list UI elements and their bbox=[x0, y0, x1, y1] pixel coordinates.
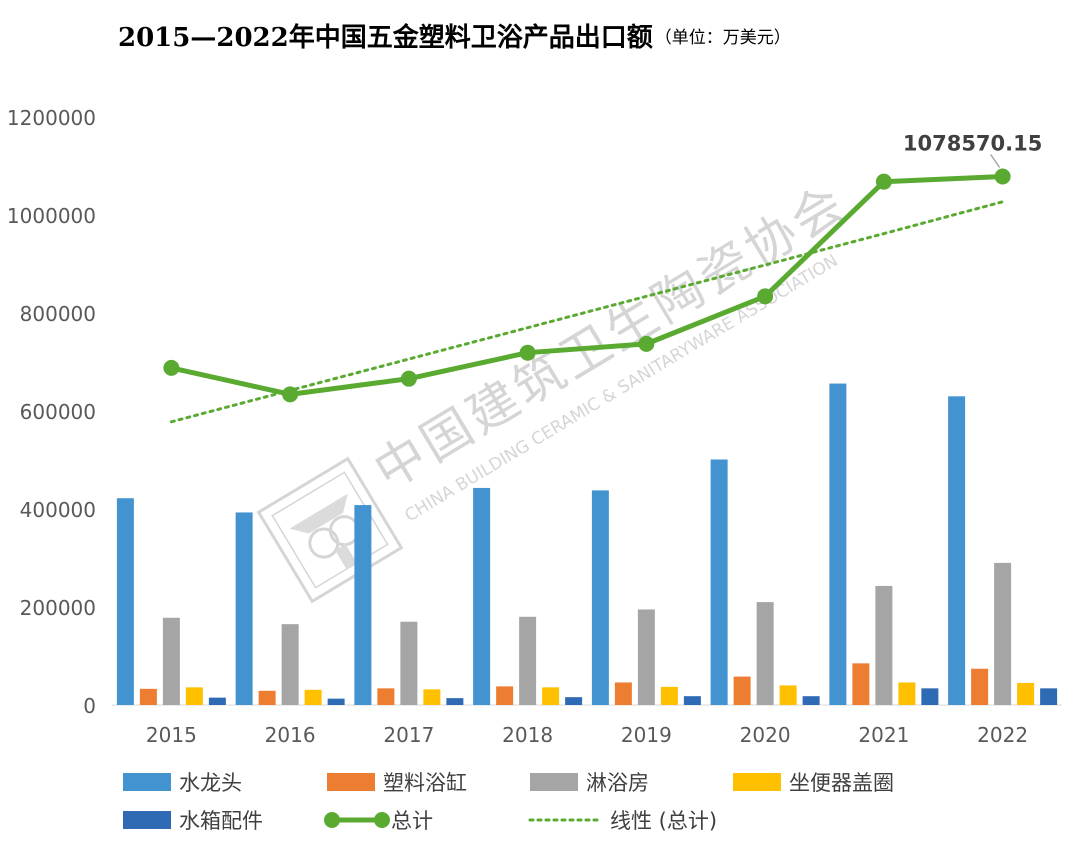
legend-label: 塑料浴缸 bbox=[383, 771, 467, 795]
bar bbox=[994, 562, 1012, 705]
total-point bbox=[400, 370, 417, 387]
bar bbox=[591, 490, 609, 705]
bar bbox=[637, 609, 655, 705]
bar bbox=[898, 682, 916, 705]
bar bbox=[327, 698, 345, 705]
watermark-text-cn: 中国建筑卫生陶瓷协会 bbox=[364, 173, 857, 501]
trendline bbox=[169, 200, 1005, 424]
y-tick-label: 800000 bbox=[20, 302, 96, 326]
bar bbox=[683, 696, 701, 705]
annotation-leader bbox=[990, 154, 1001, 168]
bar bbox=[496, 686, 514, 705]
bar bbox=[162, 617, 180, 705]
bar bbox=[756, 602, 774, 705]
trendline-path bbox=[169, 200, 1005, 424]
bar bbox=[542, 687, 560, 705]
total-point bbox=[163, 359, 180, 376]
total-point bbox=[638, 335, 655, 352]
legend-swatch bbox=[123, 773, 171, 791]
legend-swatch bbox=[530, 773, 578, 791]
bar bbox=[354, 505, 372, 705]
bar bbox=[802, 696, 820, 705]
bar bbox=[208, 697, 226, 705]
bar bbox=[779, 685, 797, 705]
bar bbox=[971, 668, 989, 705]
y-axis: 0 200000 400000 600000 800000 1000000 1200000 bbox=[7, 106, 96, 718]
x-tick-label: 2022 bbox=[977, 723, 1028, 747]
legend-marker bbox=[324, 812, 340, 828]
total-point bbox=[519, 344, 536, 361]
legend-label: 水龙头 bbox=[179, 771, 242, 795]
annotation: 1078570.15 bbox=[903, 132, 1042, 168]
bar bbox=[565, 697, 583, 705]
legend-label: 线性 (总计) bbox=[610, 809, 717, 833]
legend-swatch bbox=[733, 773, 781, 791]
x-tick-label: 2018 bbox=[502, 723, 553, 747]
chart-title: 2015—2022年中国五金塑料卫浴产品出口额 （单位：万美元） bbox=[118, 22, 791, 53]
bar bbox=[139, 688, 157, 705]
bar bbox=[710, 459, 728, 705]
bar bbox=[235, 512, 253, 705]
x-tick-label: 2016 bbox=[265, 723, 316, 747]
y-tick-label: 1000000 bbox=[7, 204, 96, 228]
bar bbox=[614, 682, 632, 705]
legend-swatch bbox=[327, 773, 375, 791]
total-point bbox=[994, 168, 1011, 185]
y-tick-label: 400000 bbox=[20, 498, 96, 522]
total-point bbox=[282, 386, 299, 403]
bar bbox=[875, 585, 893, 705]
x-axis: 2015 2016 2017 2018 2019 2020 2021 2022 bbox=[146, 723, 1028, 747]
bar bbox=[852, 663, 870, 705]
watermark-logo-icon bbox=[256, 456, 404, 604]
bar bbox=[948, 396, 966, 705]
x-tick-label: 2017 bbox=[383, 723, 434, 747]
bar bbox=[1040, 688, 1058, 705]
y-tick-label: 600000 bbox=[20, 400, 96, 424]
y-tick-label: 0 bbox=[83, 694, 96, 718]
y-tick-label: 1200000 bbox=[7, 106, 96, 130]
total-line bbox=[163, 168, 1011, 403]
bar bbox=[304, 689, 322, 705]
y-tick-label: 200000 bbox=[20, 596, 96, 620]
bar bbox=[116, 498, 134, 705]
total-point bbox=[757, 288, 774, 305]
bar bbox=[733, 676, 751, 705]
bar bbox=[660, 686, 678, 705]
total-point bbox=[875, 173, 892, 190]
total-line-path bbox=[170, 174, 1003, 397]
x-tick-label: 2021 bbox=[858, 723, 909, 747]
legend-swatch bbox=[123, 811, 171, 829]
x-tick-label: 2015 bbox=[146, 723, 197, 747]
bar bbox=[423, 689, 441, 705]
legend-marker bbox=[374, 812, 390, 828]
data-label: 1078570.15 bbox=[903, 132, 1042, 156]
x-tick-label: 2019 bbox=[621, 723, 672, 747]
bar bbox=[519, 616, 537, 705]
legend-label: 淋浴房 bbox=[586, 771, 649, 795]
bars bbox=[116, 383, 1058, 705]
bar bbox=[446, 698, 464, 705]
bar bbox=[377, 688, 395, 705]
legend-label: 总计 bbox=[391, 809, 433, 833]
bar bbox=[1017, 682, 1035, 705]
x-tick-label: 2020 bbox=[740, 723, 791, 747]
bar bbox=[921, 688, 939, 705]
legend-label: 坐便器盖圈 bbox=[789, 771, 894, 795]
bar bbox=[185, 687, 203, 705]
legend-label: 水箱配件 bbox=[179, 809, 263, 833]
bar bbox=[281, 624, 299, 705]
bar bbox=[829, 383, 847, 705]
bar bbox=[400, 621, 418, 705]
bar bbox=[473, 487, 491, 705]
bar bbox=[258, 690, 276, 705]
